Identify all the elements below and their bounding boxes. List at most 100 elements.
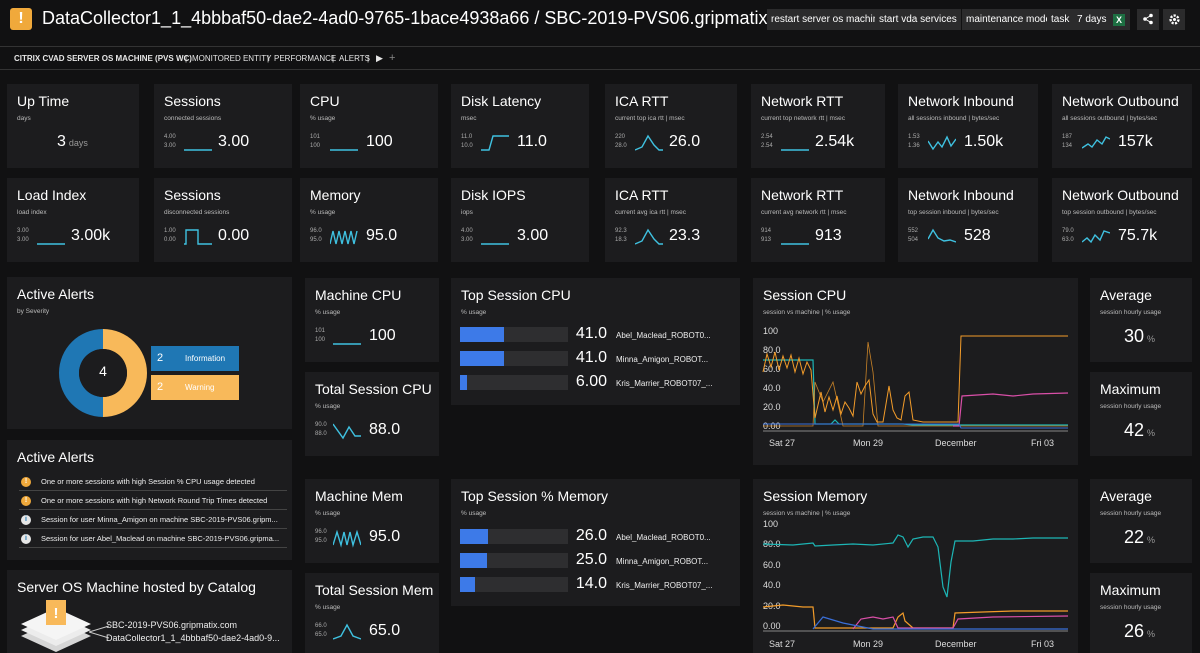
tile-ica-rtt-top[interactable]: ICA RTT current top ica rtt | msec 220 28… <box>605 84 737 168</box>
info-icon: i <box>21 534 31 544</box>
alert-item[interactable]: i Session for user Minna_Amigon on machi… <box>19 511 287 529</box>
tile-title: ICA RTT <box>615 93 669 109</box>
tile-title: Sessions <box>164 93 221 109</box>
stat-mem-average[interactable]: Average session hourly usage 22% <box>1090 479 1192 563</box>
alert-item[interactable]: i Session for user Abel_Maclead on machi… <box>19 530 287 548</box>
sparkline <box>781 243 809 245</box>
tile-network-rtt-avg[interactable]: Network RTT current avg network rtt | ms… <box>751 178 885 262</box>
session-bar[interactable] <box>460 553 568 568</box>
panel-title: Top Session % Memory <box>461 488 609 504</box>
tile-value: 2.54k <box>815 133 855 150</box>
x-tick: Fri 03 <box>1031 438 1054 448</box>
tile-uptime[interactable]: Up Time days 3 days <box>7 84 139 168</box>
donut-slice-warning[interactable] <box>103 329 147 417</box>
session-value: 25.0 <box>575 551 607 568</box>
tile-total-session-cpu[interactable]: Total Session CPU % usage 90.0 88.0 88.0 <box>305 372 439 456</box>
tile-network-inbound-top[interactable]: Network Inbound top session inbound | by… <box>898 178 1038 262</box>
breadcrumb-item-monitored-entity[interactable]: MONITORED ENTITY <box>192 54 272 63</box>
tile-subtitle: % usage <box>315 604 341 611</box>
excel-icon[interactable]: X <box>1108 9 1130 30</box>
tile-ica-rtt-avg[interactable]: ICA RTT current avg ica rtt | msec 92.3 1… <box>605 178 737 262</box>
session-bar[interactable] <box>460 351 568 366</box>
tile-cpu[interactable]: CPU % usage 101 100 100 <box>300 84 438 168</box>
hosted-machine-link[interactable]: SBC-2019-PVS06.gripmatix.com <box>106 620 238 630</box>
tile-machine-mem[interactable]: Machine Mem % usage 96.0 95.0 95.0 <box>305 479 439 563</box>
tile-network-inbound-all[interactable]: Network Inbound all sessions inbound | b… <box>898 84 1038 168</box>
tile-range: 92.3 18.3 <box>615 228 627 243</box>
alert-item[interactable]: ! One or more sessions with high Session… <box>19 473 287 491</box>
tile-subtitle: top session outbound | bytes/sec <box>1062 209 1157 216</box>
connector-lines <box>89 625 109 639</box>
stat-cpu-average[interactable]: Average session hourly usage 30% <box>1090 278 1192 362</box>
tile-sessions-connected[interactable]: Sessions connected sessions 4.00 3.00 3.0… <box>154 84 292 168</box>
legend-warning[interactable]: 2 Warning <box>151 375 239 400</box>
tile-network-rtt-top[interactable]: Network RTT current top network rtt | ms… <box>751 84 885 168</box>
stat-cpu-maximum[interactable]: Maximum session hourly usage 42% <box>1090 372 1192 456</box>
start-vda-services-button[interactable]: start vda services <box>875 9 961 30</box>
sparkline <box>928 228 956 243</box>
severity-donut-chart[interactable] <box>59 329 147 417</box>
share-icon[interactable] <box>1137 9 1159 30</box>
session-label[interactable]: Kris_Marrier_ROBOT07_... <box>616 581 713 590</box>
active-alerts-severity-panel[interactable]: Active Alerts by Severity 4 2 Informatio… <box>7 277 292 429</box>
tile-disk-iops[interactable]: Disk IOPS iops 4.00 3.00 3.00 <box>451 178 589 262</box>
x-tick: December <box>935 438 977 448</box>
maintenance-mode-button[interactable]: maintenance mode <box>962 9 1056 30</box>
gear-icon[interactable] <box>1163 9 1185 30</box>
restart-server-button[interactable]: restart server os machine <box>767 9 888 30</box>
session-memory-line-chart[interactable]: 100 80.0 60.0 40.0 20.0 0.00 Sat 27 Mon … <box>753 517 1078 653</box>
sparkline <box>333 423 361 440</box>
session-label[interactable]: Abel_Maclead_ROBOT0... <box>616 533 711 542</box>
session-cpu-line-chart[interactable]: 100 80.0 60.0 40.0 20.0 0.00 Sat 27 Mon … <box>753 322 1078 462</box>
x-tick: Sat 27 <box>769 438 795 448</box>
sparkline <box>781 149 809 151</box>
stat-subtitle: session hourly usage <box>1100 403 1162 410</box>
alert-item[interactable]: ! One or more sessions with high Network… <box>19 492 287 510</box>
session-memory-chart-panel[interactable]: Session Memory session vs machine | % us… <box>753 479 1078 653</box>
session-bar[interactable] <box>460 529 568 544</box>
session-bar[interactable] <box>460 375 568 390</box>
session-bar[interactable] <box>460 577 568 592</box>
tile-machine-cpu[interactable]: Machine CPU % usage 101 100 100 <box>305 278 439 362</box>
breadcrumb-item-alerts[interactable]: ALERTS <box>339 54 370 63</box>
active-alerts-list-panel: Active Alerts ! One or more sessions wit… <box>7 440 292 560</box>
add-icon[interactable]: + <box>389 52 396 64</box>
time-range-button[interactable]: 7 days <box>1073 9 1111 30</box>
y-tick: 0.00 <box>763 621 781 631</box>
tile-sessions-disconnected[interactable]: Sessions disconnected sessions 1.00 0.00 … <box>154 178 292 262</box>
chevron-right-icon[interactable]: ▶ <box>376 53 383 63</box>
tile-range: 101 100 <box>315 328 326 343</box>
tile-subtitle: current top network rtt | msec <box>761 115 846 122</box>
donut-slice-information[interactable] <box>59 329 103 417</box>
x-tick: Sat 27 <box>769 639 795 649</box>
top-session-memory-panel[interactable]: Top Session % Memory % usage 26.0 Abel_M… <box>451 479 740 606</box>
session-cpu-chart-panel[interactable]: Session CPU session vs machine | % usage… <box>753 278 1078 465</box>
legend-information[interactable]: 2 Information <box>151 346 239 371</box>
tile-network-outbound-top[interactable]: Network Outbound top session outbound | … <box>1052 178 1192 262</box>
session-label[interactable]: Kris_Marrier_ROBOT07_... <box>616 379 713 388</box>
task-button[interactable]: task <box>1047 9 1074 30</box>
hosted-catalog-link[interactable]: DataCollector1_1_4bbbaf50-dae2-4ad0-9... <box>106 633 280 643</box>
tile-disk-latency[interactable]: Disk Latency msec 11.0 10.0 11.0 <box>451 84 589 168</box>
tile-title: Disk Latency <box>461 93 542 109</box>
tile-value: 3 days <box>57 133 88 150</box>
stat-mem-maximum[interactable]: Maximum session hourly usage 26% <box>1090 573 1192 653</box>
breadcrumb-item-performance[interactable]: PERFORMANCE <box>274 54 337 63</box>
session-label[interactable]: Minna_Amigon_ROBOT... <box>616 355 709 364</box>
session-value: 41.0 <box>575 349 607 366</box>
tile-total-session-mem[interactable]: Total Session Mem % usage 66.0 65.0 65.0 <box>305 573 439 653</box>
y-tick: 100 <box>763 519 778 529</box>
tile-value: 3.00 <box>517 227 549 244</box>
session-label[interactable]: Abel_Maclead_ROBOT0... <box>616 331 711 340</box>
y-tick: 40.0 <box>763 580 781 590</box>
breadcrumb-separator: | <box>367 54 370 63</box>
tile-load-index[interactable]: Load Index load index 3.00 3.00 3.00k <box>7 178 139 262</box>
tile-network-outbound-all[interactable]: Network Outbound all sessions outbound |… <box>1052 84 1192 168</box>
top-session-cpu-panel[interactable]: Top Session CPU % usage 41.0 Abel_Maclea… <box>451 278 740 405</box>
session-value: 14.0 <box>575 575 607 592</box>
breadcrumb-item-entity-type[interactable]: CITRIX CVAD SERVER OS MACHINE (PVS WC) <box>14 54 192 63</box>
session-bar[interactable] <box>460 327 568 342</box>
session-label[interactable]: Minna_Amigon_ROBOT... <box>616 557 709 566</box>
tile-memory[interactable]: Memory % usage 96.0 95.0 95.0 <box>300 178 438 262</box>
server-stack-icon[interactable]: ! <box>19 600 93 653</box>
